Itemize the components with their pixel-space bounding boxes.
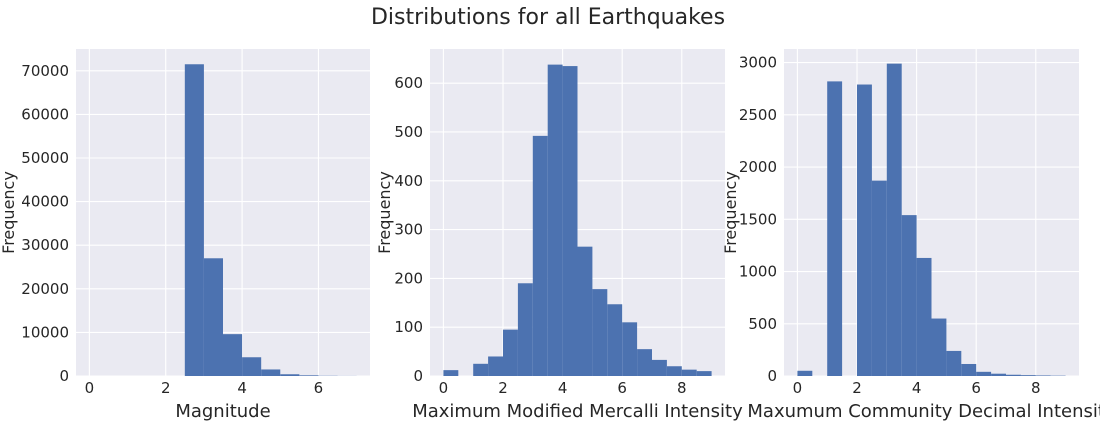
histogram-bar xyxy=(931,318,947,376)
x-axis-label: Maxumum Community Decimal Intensity xyxy=(747,401,1100,422)
x-tick-label: 0 xyxy=(439,379,449,397)
histogram-bar xyxy=(681,369,697,376)
histogram-bar xyxy=(532,135,548,376)
x-tick-label: 8 xyxy=(1031,379,1041,397)
y-tick-label: 400 xyxy=(394,172,423,190)
histogram-bar xyxy=(1005,374,1021,376)
y-tick-label: 60000 xyxy=(21,105,69,123)
histogram-bar xyxy=(223,334,243,376)
y-tick-label: 3000 xyxy=(739,54,777,72)
y-tick-label: 40000 xyxy=(21,193,69,211)
histogram-bar xyxy=(503,329,518,376)
y-tick-label: 2000 xyxy=(739,158,777,176)
x-tick-label: 4 xyxy=(912,379,922,397)
x-tick-label: 2 xyxy=(498,379,508,397)
y-tick-label: 100 xyxy=(394,318,423,336)
histogram-bar xyxy=(261,369,281,376)
y-axis-label: Frequency xyxy=(375,171,394,254)
histogram-bar xyxy=(827,81,843,376)
histogram-bar xyxy=(184,64,204,376)
x-tick-label: 2 xyxy=(852,379,862,397)
histogram-bar xyxy=(622,322,638,376)
x-axis-label: Magnitude xyxy=(175,401,270,422)
x-tick-label: 0 xyxy=(793,379,803,397)
y-tick-label: 2500 xyxy=(739,106,777,124)
histogram-bar xyxy=(473,363,489,376)
y-axis-label: Frequency xyxy=(0,171,18,254)
y-tick-label: 600 xyxy=(394,74,423,92)
y-tick-label: 1500 xyxy=(739,210,777,228)
y-tick-label: 500 xyxy=(394,123,423,141)
figure-title: Distributions for all Earthquakes xyxy=(371,5,725,30)
chart-cdi: 0 500 1000 1500 2000 2500 3000 0 2 4 6 8 Maxumum Com… xyxy=(721,49,1100,422)
histogram-bar xyxy=(443,370,459,376)
y-tick-label: 200 xyxy=(394,269,423,287)
histogram-bar xyxy=(916,257,932,376)
histogram-bar xyxy=(797,370,813,376)
y-tick-label: 70000 xyxy=(21,62,69,80)
x-tick-label: 6 xyxy=(314,379,324,397)
histogram-bar xyxy=(607,304,623,376)
histogram-bar xyxy=(961,363,977,376)
histogram-bar xyxy=(1020,375,1036,376)
histogram-bar xyxy=(901,215,917,376)
histogram-bar xyxy=(857,84,872,377)
y-tick-label: 300 xyxy=(394,221,423,239)
y-axis-label: Frequency xyxy=(721,171,740,254)
histogram-bar xyxy=(280,374,300,376)
histogram-bar xyxy=(517,283,533,376)
y-tick-label: 30000 xyxy=(21,236,69,254)
histogram-bar xyxy=(547,64,563,376)
x-tick-label: 4 xyxy=(237,379,247,397)
histogram-bar xyxy=(488,356,504,376)
y-tick-label: 1000 xyxy=(739,263,777,281)
histogram-bar xyxy=(991,373,1006,376)
y-tick-label: 0 xyxy=(413,367,423,385)
histogram-bar xyxy=(592,289,608,376)
histogram-bar xyxy=(577,246,593,376)
chart-magnitude: 0 10000 20000 30000 40000 50000 60000 70000 0 2 4 6… xyxy=(0,49,370,422)
x-tick-label: 0 xyxy=(85,379,95,397)
y-tick-label: 10000 xyxy=(21,323,69,341)
histogram-bar xyxy=(637,349,652,376)
histogram-bar xyxy=(562,66,578,376)
histogram-bar xyxy=(946,350,962,376)
histogram-bar xyxy=(299,375,319,376)
chart-mmi: 0 100 200 300 400 500 600 0 2 4 6 8 Maximum Modified… xyxy=(375,49,743,422)
x-tick-label: 6 xyxy=(617,379,627,397)
x-tick-label: 4 xyxy=(558,379,568,397)
y-tick-label: 0 xyxy=(59,367,69,385)
x-tick-label: 8 xyxy=(677,379,687,397)
y-tick-label: 20000 xyxy=(21,280,69,298)
histogram-bar xyxy=(203,258,223,376)
histogram-bar xyxy=(871,180,887,376)
histogram-bar xyxy=(651,359,667,376)
histogram-bar xyxy=(696,371,712,376)
x-tick-label: 2 xyxy=(161,379,171,397)
histogram-bar xyxy=(242,357,262,376)
histogram-bar xyxy=(666,366,682,376)
x-tick-label: 6 xyxy=(971,379,981,397)
y-tick-label: 50000 xyxy=(21,149,69,167)
histogram-bar xyxy=(1035,375,1051,376)
x-axis-label: Maximum Modified Mercalli Intensity xyxy=(412,401,743,422)
y-tick-label: 0 xyxy=(767,367,777,385)
histogram-bar xyxy=(886,63,902,377)
y-tick-label: 500 xyxy=(748,315,777,333)
histogram-bar xyxy=(976,371,992,376)
